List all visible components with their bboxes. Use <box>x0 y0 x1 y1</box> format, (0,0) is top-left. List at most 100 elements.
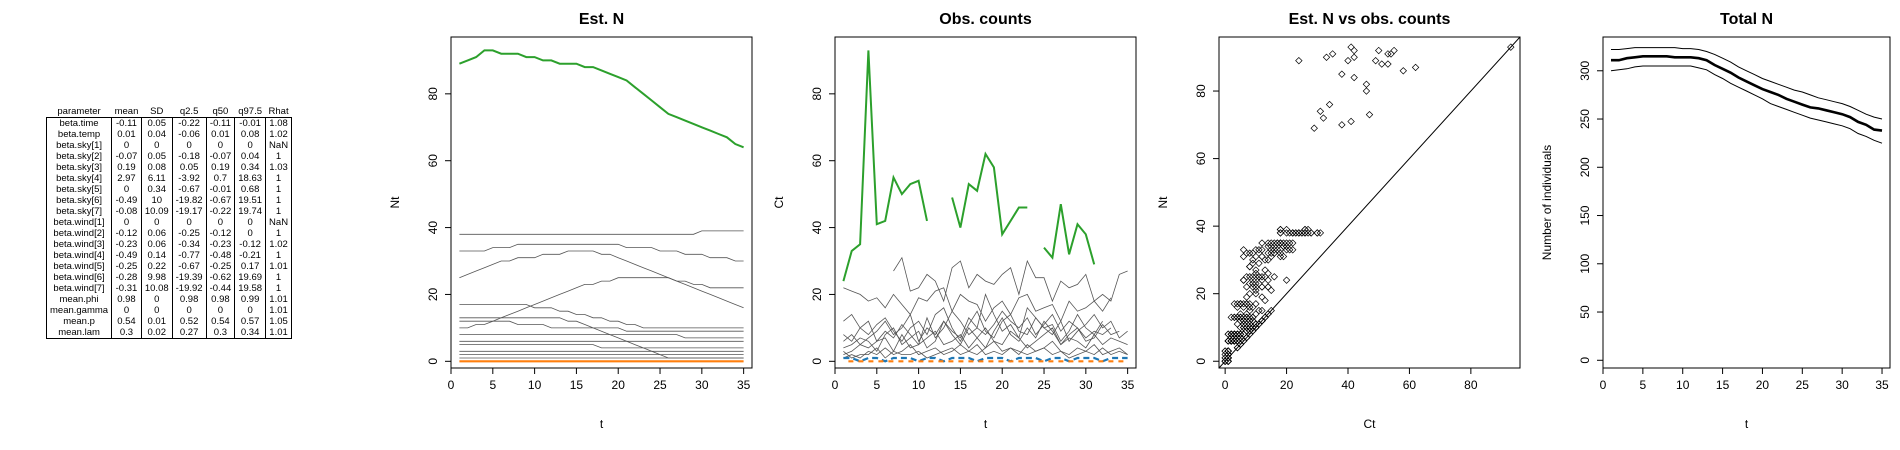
value-cell: 0.19 <box>205 162 235 173</box>
column-header: SD <box>150 106 164 117</box>
value-cell: 0 <box>234 140 266 151</box>
y-tick-label: 50 <box>1578 305 1592 319</box>
parameter-cell: beta.wind[7] <box>53 283 105 294</box>
scatter-point <box>1239 276 1248 284</box>
site-line <box>843 310 1112 346</box>
value-cell: 1 <box>265 173 292 184</box>
x-tick-label: 30 <box>695 378 709 392</box>
scatter-point <box>1264 269 1272 278</box>
value-cell: 0 <box>171 305 207 316</box>
scatter-point <box>1224 350 1232 359</box>
value-cell: 0 <box>205 217 235 228</box>
scatter-point <box>1242 249 1251 257</box>
value-cell: 0.17 <box>234 261 266 272</box>
scatter-point <box>1258 293 1266 301</box>
scatter-point <box>1258 283 1266 291</box>
table-row: beta.sky[2] -0.07 0.05 -0.18 -0.07 0.04 1 <box>47 151 292 162</box>
value-cell: -19.92 <box>171 283 207 294</box>
value-cell: -0.21 <box>234 250 266 261</box>
scatter-point <box>1325 100 1334 109</box>
value-cell: 0.04 <box>140 129 173 140</box>
value-cell: -19.82 <box>171 195 207 206</box>
x-tick-label: 0 <box>832 378 839 392</box>
scatter-point <box>1270 273 1278 281</box>
column-header: q50 <box>212 106 229 117</box>
value-cell: -0.25 <box>205 261 235 272</box>
value-cell: -0.67 <box>171 184 207 195</box>
scatter-point <box>1282 276 1291 284</box>
scatter-point <box>1242 293 1251 301</box>
x-tick-label: 0 <box>1222 378 1229 392</box>
value-cell: 19.58 <box>234 283 266 294</box>
value-cell: 0.34 <box>234 162 266 173</box>
value-cell: 19.74 <box>234 206 266 217</box>
site-line <box>893 256 1128 303</box>
x-axis-label: t <box>600 417 604 431</box>
parameter-cell: beta.sky[1] <box>56 140 103 151</box>
table-row: beta.sky[5] 0 0.34 -0.67 -0.01 0.68 1 <box>47 184 292 195</box>
plot-frame <box>450 36 753 369</box>
value-cell: 0.34 <box>140 184 173 195</box>
scatter-point <box>1233 303 1242 311</box>
scatter-point <box>1347 117 1355 126</box>
y-axis-label: Ct <box>772 196 786 209</box>
x-tick-label: 35 <box>1121 378 1135 392</box>
scatter-point <box>1310 124 1318 132</box>
value-cell: 0.98 <box>171 294 207 305</box>
parameter-cell: beta.sky[5] <box>56 184 103 195</box>
scatter-point <box>1411 63 1420 72</box>
value-cell: 0 <box>171 217 207 228</box>
site-line <box>459 277 744 329</box>
chart-title: Est. N vs obs. counts <box>1289 11 1451 28</box>
value-cell: 10.08 <box>140 283 173 294</box>
scatter-point <box>1319 114 1328 122</box>
x-tick-label: 30 <box>1835 378 1849 392</box>
value-cell: 1 <box>265 184 292 195</box>
value-cell: -0.44 <box>205 283 235 294</box>
table-row: beta.sky[6] -0.49 10 -19.82 -0.67 19.51 1 <box>47 195 292 206</box>
scatter-point <box>1338 121 1346 129</box>
site-line <box>459 334 744 339</box>
scatter-point <box>1246 262 1254 271</box>
parameter-cell: beta.wind[2] <box>53 228 105 239</box>
site-line <box>459 344 744 349</box>
site-line <box>843 340 1128 359</box>
scatter-point <box>1258 283 1266 291</box>
y-tick-label: 60 <box>810 154 824 168</box>
x-tick-label: 30 <box>1079 378 1093 392</box>
scatter-point <box>1371 56 1380 65</box>
parameter-cell: beta.wind[6] <box>53 272 105 283</box>
scatter-point <box>1264 256 1272 264</box>
value-cell: -0.07 <box>205 151 235 162</box>
scatter-point <box>1347 43 1355 51</box>
scatter-point <box>1267 286 1275 295</box>
value-cell: -0.22 <box>171 117 207 129</box>
site-line <box>459 250 744 309</box>
y-tick-label: 300 <box>1578 60 1592 80</box>
y-axis-label: Nt <box>1156 196 1170 209</box>
value-cell: -0.01 <box>205 184 235 195</box>
value-cell: 0.02 <box>140 327 173 339</box>
total-upper-line <box>1611 47 1883 120</box>
table-row: beta.wind[5] -0.25 0.22 -0.67 -0.25 0.17 1.01 <box>47 261 292 272</box>
x-tick-label: 5 <box>1640 378 1647 392</box>
value-cell: 1.01 <box>265 294 292 305</box>
scatter-point <box>1249 283 1257 291</box>
parameter-cell: beta.time <box>59 118 99 129</box>
column-header: q97.5 <box>238 106 263 117</box>
table-row: beta.temp 0.01 0.04 -0.06 0.01 0.08 1.02 <box>47 129 292 140</box>
table-row: beta.wind[1] 0 0 0 0 0 NaN <box>47 217 292 228</box>
value-cell: -0.12 <box>205 228 235 239</box>
site-line <box>843 316 1120 353</box>
value-cell: 0.08 <box>140 162 173 173</box>
value-cell: 1.02 <box>265 129 292 140</box>
table-row: beta.wind[6] -0.28 9.98 -19.39 -0.62 19.69 1 <box>47 272 292 283</box>
value-cell: 0.54 <box>111 316 142 327</box>
value-cell: -0.22 <box>205 206 235 217</box>
value-cell: 0 <box>234 305 266 316</box>
scatter-point <box>1304 225 1312 234</box>
scatter-point <box>1267 249 1275 257</box>
value-cell: 0.05 <box>171 162 207 173</box>
site-line <box>843 344 1128 359</box>
